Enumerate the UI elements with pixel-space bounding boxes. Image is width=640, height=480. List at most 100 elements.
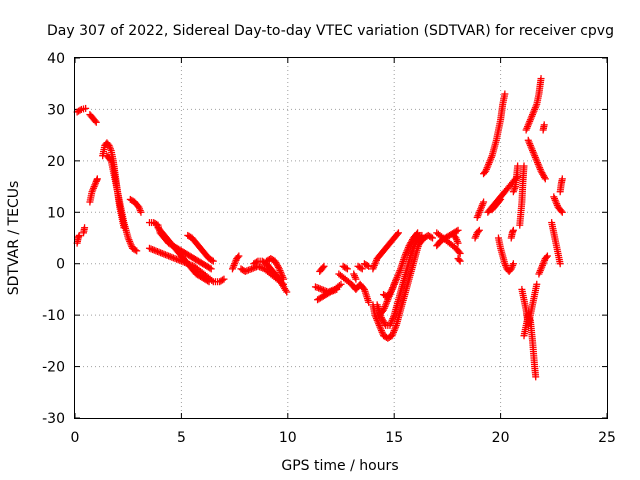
data-point xyxy=(92,118,100,126)
y-tick-label: -10 xyxy=(42,308,65,324)
plot-frame xyxy=(74,57,608,419)
data-point xyxy=(253,258,261,266)
data-point xyxy=(501,90,509,98)
y-tick-label: 20 xyxy=(47,154,65,170)
data-point xyxy=(475,226,483,234)
data-marks xyxy=(73,75,566,381)
data-point xyxy=(453,227,461,235)
data-point xyxy=(558,208,566,216)
data-point xyxy=(455,248,463,256)
data-point xyxy=(351,273,359,281)
data-point xyxy=(337,280,345,288)
axis-ticks: 0 5 10 15 20 25 -30 -20 -10 0 10 20 30 40 xyxy=(42,51,616,446)
data-point xyxy=(219,276,227,284)
data-point xyxy=(496,197,504,205)
x-tick-label: 0 xyxy=(71,430,80,446)
data-point xyxy=(91,117,99,125)
x-tick-label: 10 xyxy=(279,430,297,446)
data-point xyxy=(557,207,565,215)
data-point xyxy=(76,106,84,114)
data-point xyxy=(455,256,463,264)
data-point xyxy=(509,260,517,268)
data-point xyxy=(207,265,215,273)
data-point xyxy=(394,229,402,237)
data-point xyxy=(325,289,333,297)
x-axis-label: GPS time / hours xyxy=(281,458,398,474)
data-point xyxy=(357,264,365,272)
data-point xyxy=(540,173,548,181)
grid xyxy=(75,58,607,418)
data-point xyxy=(283,288,291,296)
data-point xyxy=(208,256,216,264)
data-point xyxy=(234,253,242,261)
data-point xyxy=(75,231,83,239)
data-point xyxy=(137,208,145,216)
data-point xyxy=(392,275,400,283)
data-point xyxy=(320,262,328,270)
data-point xyxy=(206,264,214,272)
data-point xyxy=(106,156,114,164)
data-point xyxy=(480,198,488,206)
data-point xyxy=(81,224,89,232)
data-point xyxy=(352,275,360,283)
data-point xyxy=(358,265,366,273)
data-point xyxy=(335,282,343,290)
data-point xyxy=(474,228,482,236)
x-tick-label: 15 xyxy=(385,430,403,446)
y-tick-label: 0 xyxy=(56,257,65,273)
y-tick-label: 10 xyxy=(47,205,65,221)
y-axis-label: SDTVAR / TECUs xyxy=(6,181,22,296)
data-point xyxy=(456,249,464,257)
data-point xyxy=(131,246,139,254)
data-point xyxy=(235,252,243,260)
data-point xyxy=(220,275,228,283)
data-point xyxy=(365,262,373,270)
data-point xyxy=(333,285,341,293)
data-point xyxy=(543,252,551,260)
data-point xyxy=(540,121,548,129)
data-point xyxy=(363,261,371,269)
y-tick-label: 40 xyxy=(47,51,65,67)
x-tick-label: 20 xyxy=(492,430,510,446)
data-point xyxy=(537,75,545,83)
data-point xyxy=(520,162,528,170)
data-point xyxy=(532,373,540,381)
x-tick-label: 5 xyxy=(177,430,186,446)
data-point xyxy=(456,257,464,265)
data-point xyxy=(205,278,213,286)
y-tick-label: 30 xyxy=(47,102,65,118)
data-point xyxy=(209,257,217,265)
data-point xyxy=(556,260,564,268)
data-point xyxy=(497,195,505,203)
data-point xyxy=(93,175,101,183)
data-point xyxy=(558,175,566,183)
data-point xyxy=(533,280,541,288)
y-tick-label: -30 xyxy=(42,411,65,427)
data-point xyxy=(350,272,358,280)
data-point xyxy=(509,226,517,234)
data-point xyxy=(319,264,327,272)
data-point xyxy=(414,229,422,237)
data-point xyxy=(274,263,282,271)
data-point xyxy=(413,230,421,238)
x-tick-label: 25 xyxy=(598,430,616,446)
data-point xyxy=(514,162,522,170)
data-point xyxy=(342,264,350,272)
data-point xyxy=(359,284,367,292)
data-point xyxy=(454,239,462,247)
data-point xyxy=(454,226,462,234)
data-point xyxy=(541,175,549,183)
data-point xyxy=(280,275,288,283)
y-tick-label: -20 xyxy=(42,360,65,376)
data-point xyxy=(133,247,141,255)
chart-title: Day 307 of 2022, Sidereal Day-to-day VTE… xyxy=(47,23,614,39)
data-point xyxy=(427,233,435,241)
data-point xyxy=(542,253,550,261)
data-point xyxy=(343,265,351,273)
data-point xyxy=(82,104,90,112)
data-point xyxy=(429,234,437,242)
data-point xyxy=(393,230,401,238)
data-point xyxy=(365,298,373,306)
data-point xyxy=(204,277,212,285)
